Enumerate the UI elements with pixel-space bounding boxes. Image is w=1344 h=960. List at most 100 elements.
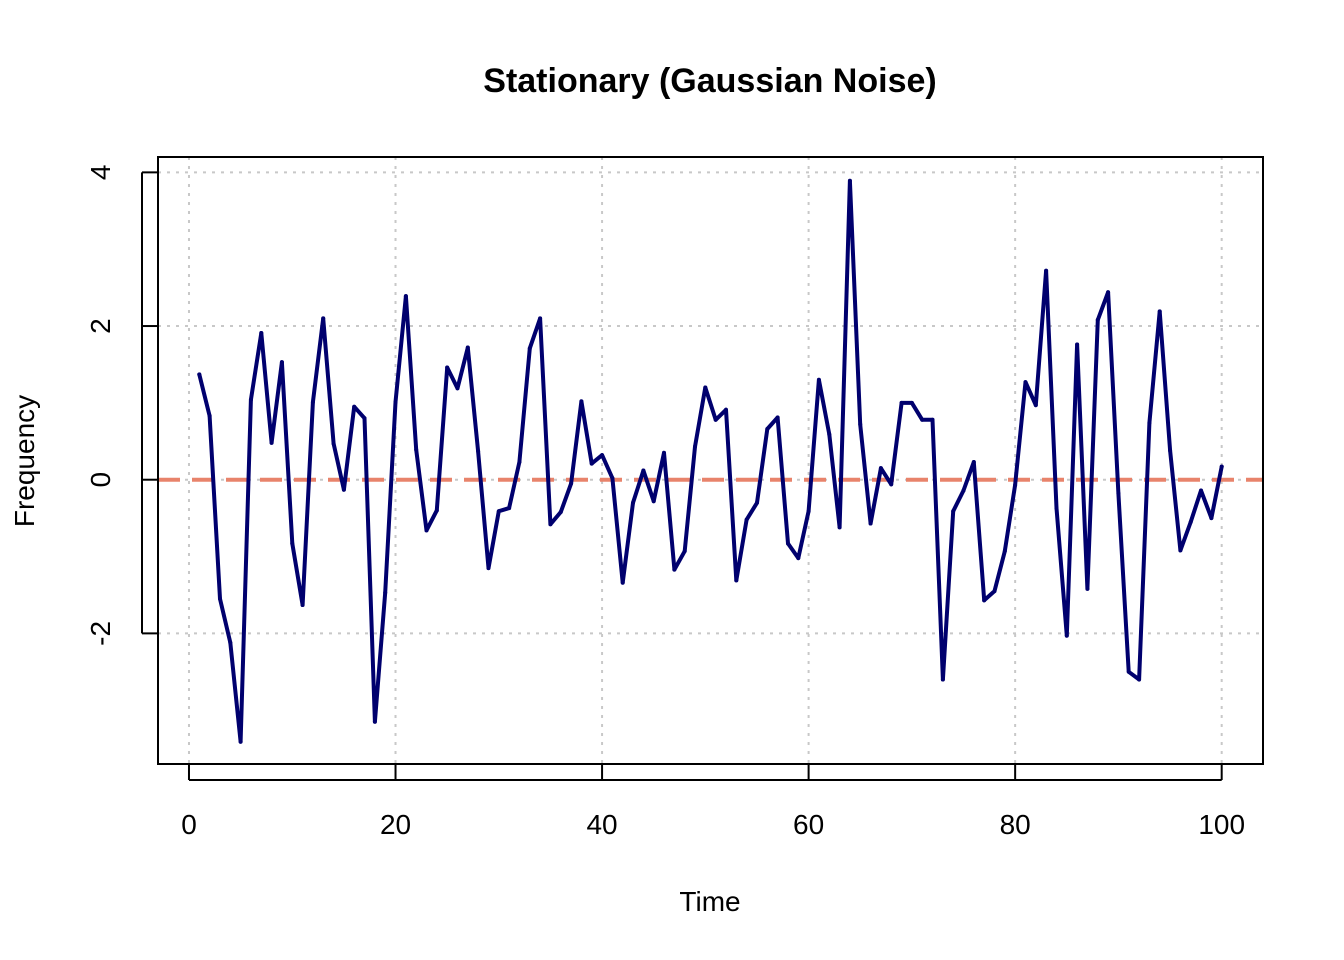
data-point	[693, 444, 698, 449]
data-point	[641, 468, 646, 473]
data-point	[465, 345, 470, 350]
data-point	[847, 178, 852, 183]
x-axis: 0 20 40 60 80 100	[181, 764, 1245, 840]
data-point	[1033, 403, 1038, 408]
data-point	[682, 549, 687, 554]
data-point	[290, 541, 295, 546]
data-point	[248, 397, 253, 402]
data-point	[372, 719, 377, 724]
data-point	[1199, 488, 1204, 493]
data-point	[703, 385, 708, 390]
data-point	[217, 596, 222, 601]
data-point	[620, 580, 625, 585]
data-point	[662, 450, 667, 455]
data-point	[631, 500, 636, 505]
data-point	[259, 330, 264, 335]
data-point	[1209, 516, 1214, 521]
data-point	[868, 521, 873, 526]
x-axis-label: Time	[679, 886, 740, 917]
data-point	[1178, 548, 1183, 553]
data-point	[920, 417, 925, 422]
data-point	[785, 541, 790, 546]
data-point	[207, 413, 212, 418]
data-point	[1157, 309, 1162, 314]
data-point	[723, 407, 728, 412]
data-point	[858, 422, 863, 427]
data-point	[889, 482, 894, 487]
data-point	[1106, 290, 1111, 295]
data-point	[517, 460, 522, 465]
data-point	[816, 377, 821, 382]
data-point	[1023, 380, 1028, 385]
data-point	[496, 509, 501, 514]
data-point	[197, 372, 202, 377]
data-point	[403, 294, 408, 299]
data-point	[569, 481, 574, 486]
data-point	[930, 417, 935, 422]
x-tick-label: 40	[586, 809, 617, 840]
x-tick-label: 60	[793, 809, 824, 840]
y-axis: -2 0 2 4	[85, 165, 158, 646]
data-point	[1147, 420, 1152, 425]
data-point	[600, 453, 605, 458]
data-point	[827, 432, 832, 437]
data-point	[940, 677, 945, 682]
data-point	[1095, 317, 1100, 322]
data-point	[672, 567, 677, 572]
data-point	[1054, 506, 1059, 511]
data-point	[951, 509, 956, 514]
data-point	[331, 441, 336, 446]
x-tick-label: 0	[181, 809, 197, 840]
data-point	[310, 400, 315, 405]
data-point	[548, 522, 553, 527]
data-point	[754, 500, 759, 505]
grid	[158, 157, 1263, 764]
data-point	[414, 447, 419, 452]
x-tick-label: 100	[1198, 809, 1245, 840]
data-point	[878, 466, 883, 471]
data-point	[744, 517, 749, 522]
data-point	[610, 476, 615, 481]
data-point	[321, 316, 326, 321]
data-point	[1116, 491, 1121, 496]
data-point	[383, 590, 388, 595]
data-point	[1013, 483, 1018, 488]
chart-title: Stationary (Gaussian Noise)	[483, 62, 936, 100]
data-point	[806, 509, 811, 514]
data-point	[1126, 669, 1131, 674]
data-point	[558, 509, 563, 514]
x-tick-label: 20	[380, 809, 411, 840]
data-point	[1002, 549, 1007, 554]
y-tick-label: 4	[85, 165, 116, 181]
data-point	[228, 640, 233, 645]
data-point	[1137, 677, 1142, 682]
data-point	[362, 416, 367, 421]
data-point	[424, 528, 429, 533]
data-point	[775, 415, 780, 420]
data-point	[238, 739, 243, 744]
y-axis-label: Frequency	[9, 395, 40, 527]
data-point	[455, 386, 460, 391]
data-point	[538, 316, 543, 321]
data-point	[476, 449, 481, 454]
data-point	[796, 556, 801, 561]
data-point	[341, 487, 346, 492]
data-point	[1075, 342, 1080, 347]
data-point	[971, 460, 976, 465]
data-point	[1168, 448, 1173, 453]
y-tick-label: 0	[85, 472, 116, 488]
data-point	[899, 400, 904, 405]
data-point	[589, 461, 594, 466]
y-tick-label: 2	[85, 318, 116, 334]
data-point	[486, 566, 491, 571]
x-tick-label: 80	[1000, 809, 1031, 840]
data-point	[445, 365, 450, 370]
data-point	[1064, 633, 1069, 638]
y-tick-label: -2	[85, 621, 116, 646]
data-point	[1085, 586, 1090, 591]
data-point	[507, 506, 512, 511]
data-point	[279, 360, 284, 365]
data-point	[352, 404, 357, 409]
data-point	[961, 488, 966, 493]
